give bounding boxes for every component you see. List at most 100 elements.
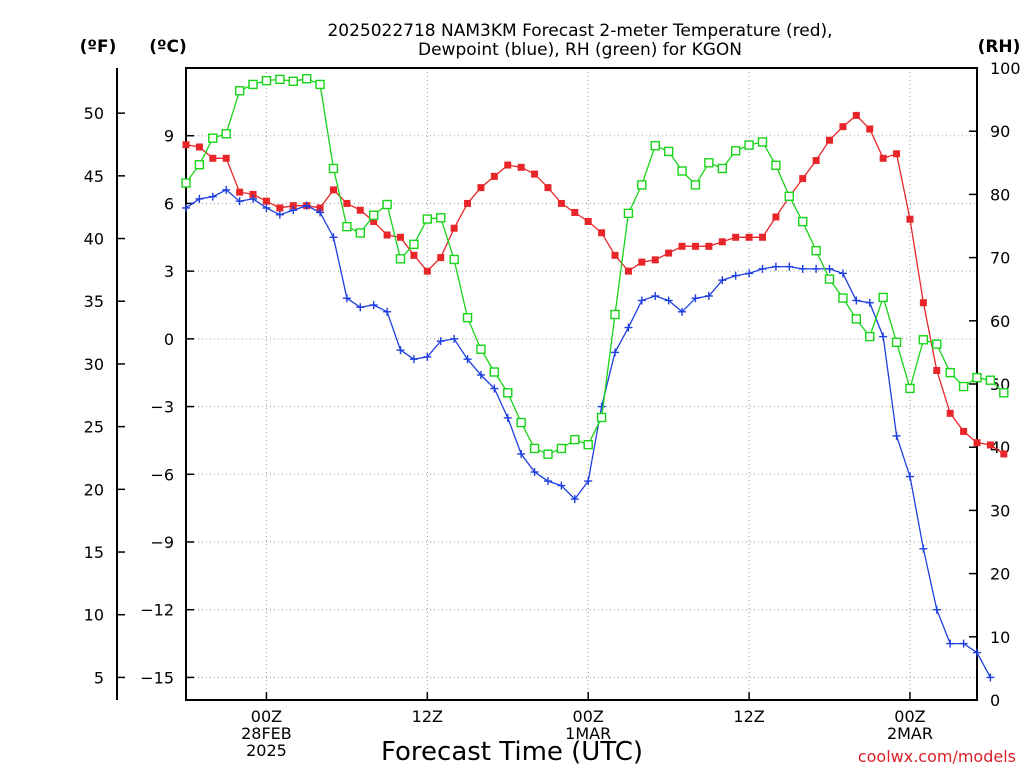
- dewpoint-point: [530, 468, 539, 477]
- rh-point: [999, 388, 1009, 398]
- credit-text: coolwx.com/models: [858, 747, 1016, 766]
- temperature-series: [182, 111, 1008, 458]
- temperature-point: [329, 186, 337, 194]
- celsius-tick-label: −6: [150, 465, 174, 484]
- temperature-point: [799, 175, 807, 183]
- rh-point: [717, 163, 727, 174]
- temperature-point: [397, 233, 405, 241]
- dewpoint-point: [570, 495, 579, 504]
- rh-point: [288, 76, 298, 86]
- dewpoint-point: [409, 355, 418, 364]
- rh-point: [583, 439, 593, 450]
- fahrenheit-tick-label: 35: [84, 292, 104, 311]
- rh-point: [221, 129, 231, 139]
- temperature-line: [185, 114, 1005, 455]
- dewpoint-point: [731, 271, 740, 280]
- temperature-point: [986, 441, 994, 449]
- rh-tick-label: 20: [990, 565, 1010, 584]
- chart-title: 2025022718 NAM3KM Forecast 2-meter Tempe…: [327, 21, 832, 41]
- dewpoint-point: [543, 477, 552, 486]
- x-tick-label: 12Z: [733, 707, 764, 726]
- rh-point: [704, 158, 714, 168]
- temperature-point: [276, 204, 284, 212]
- rh-point: [422, 214, 433, 224]
- celsius-tick-label: −9: [150, 533, 174, 552]
- rh-point: [838, 293, 848, 303]
- temperature-point: [839, 123, 847, 131]
- rh-point: [798, 216, 808, 227]
- rh-point: [865, 331, 875, 342]
- temperature-point: [490, 172, 498, 180]
- rh-point: [730, 146, 741, 156]
- dewpoint-point: [597, 402, 606, 411]
- temperature-point: [678, 242, 686, 250]
- dewpoint-point: [637, 296, 646, 305]
- celsius-tick-label: −12: [140, 601, 174, 620]
- temperature-point: [852, 111, 860, 119]
- plot-frame: [185, 67, 978, 701]
- celsius-axis-ticks: 9 6 3 0 −3 −6 −9 −12 −15: [140, 127, 194, 687]
- rh-point: [476, 344, 486, 354]
- dewpoint-point: [624, 323, 633, 332]
- rh-point: [516, 417, 526, 428]
- dewpoint-point: [691, 294, 700, 303]
- rh-point: [637, 180, 647, 190]
- rh-point: [972, 372, 982, 383]
- dewpoint-point: [798, 264, 807, 273]
- temperature-point: [517, 163, 525, 171]
- celsius-tick-label: −15: [140, 668, 174, 687]
- dewpoint-point: [302, 201, 311, 210]
- x-tick-label: 00Z: [894, 707, 925, 726]
- temperature-point: [812, 157, 820, 165]
- dewpoint-point: [436, 337, 445, 346]
- axes: [116, 67, 978, 701]
- rh-point: [945, 367, 955, 378]
- temperature-point: [222, 154, 230, 162]
- x-tick-label: 00Z: [251, 707, 282, 726]
- dewpoint-point: [905, 472, 914, 481]
- dewpoint-point: [195, 194, 204, 203]
- rh-point: [462, 312, 473, 323]
- rh-point: [757, 137, 768, 147]
- rh-point: [811, 245, 821, 256]
- temperature-point: [477, 184, 485, 192]
- dewpoint-point: [919, 544, 928, 553]
- dewpoint-point: [222, 185, 231, 194]
- temperature-point: [504, 161, 512, 169]
- rh-point: [958, 381, 969, 392]
- rh-line: [185, 78, 1005, 455]
- rh-point: [248, 79, 258, 90]
- temperature-point: [571, 208, 579, 216]
- temperature-point: [960, 427, 968, 435]
- dewpoint-point: [651, 291, 660, 300]
- temperature-point: [209, 154, 217, 162]
- celsius-unit-label: (ºC): [149, 37, 187, 57]
- dewpoint-point: [611, 348, 620, 357]
- temperature-point: [544, 184, 552, 192]
- temperature-point: [665, 249, 673, 257]
- dewpoint-point: [852, 296, 861, 305]
- rh-point: [208, 133, 218, 143]
- rh-unit-label: (RH): [978, 37, 1021, 57]
- rh-point: [623, 208, 634, 219]
- dewpoint-point: [704, 291, 713, 300]
- dewpoint-series: [182, 185, 995, 682]
- rh-point: [677, 166, 687, 176]
- temperature-point: [182, 141, 190, 149]
- rh-point: [234, 86, 245, 96]
- dewpoint-point: [584, 477, 593, 486]
- rh-point: [891, 337, 902, 347]
- temperature-point: [383, 231, 391, 239]
- rh-point: [529, 443, 540, 454]
- rh-point: [409, 239, 419, 250]
- dewpoint-point: [557, 481, 566, 490]
- temperature-point: [262, 197, 270, 205]
- temperature-point: [437, 254, 445, 262]
- data-series: [181, 74, 1009, 682]
- dewpoint-point: [208, 192, 217, 201]
- temperature-point: [557, 199, 565, 207]
- dewpoint-point: [356, 303, 365, 312]
